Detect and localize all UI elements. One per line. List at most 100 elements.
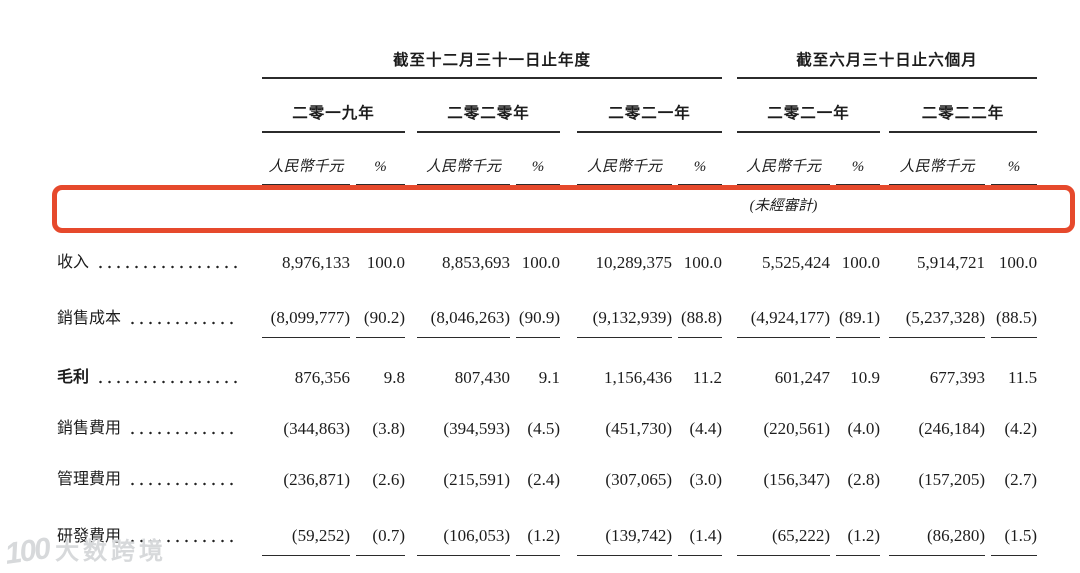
value-cell: (2.7) xyxy=(1004,470,1038,489)
value-cell: (4.4) xyxy=(689,419,723,438)
value-cell: 147,700 xyxy=(417,556,510,573)
table-row-rd-expenses: 研發費用 (59,252) (0.7) (106,053) (1.2) (139… xyxy=(57,499,1038,556)
value-cell: (3.8) xyxy=(372,419,405,438)
value-cell: 677,393 xyxy=(929,368,986,387)
value-cell: (236,871) xyxy=(283,470,350,489)
value-cell: 3.5 xyxy=(356,556,405,573)
value-cell: (156,347) xyxy=(763,470,831,489)
table-row-gross-profit: 毛利 876,356 9.8 807,430 9.1 1,156,436 11.… xyxy=(57,338,1037,398)
value-cell: (4,924,177) xyxy=(737,286,831,338)
value-cell: (106,053) xyxy=(417,499,510,556)
value-cell: (2.4) xyxy=(527,470,560,489)
value-cell: (65,222) xyxy=(737,499,831,556)
value-cell: 100.0 xyxy=(841,253,881,272)
value-cell: 807,430 xyxy=(454,368,510,387)
value-cell: 8,976,133 xyxy=(282,253,350,272)
value-cell: (59,252) xyxy=(262,499,350,556)
value-cell: (4.2) xyxy=(1004,419,1038,438)
value-cell: (0.7) xyxy=(356,499,405,556)
value-cell: 3.1 xyxy=(836,556,880,573)
value-cell: 11.2 xyxy=(692,368,723,387)
value-cell: 100.0 xyxy=(521,253,560,272)
year-header-2021-interim: 二零二一年 xyxy=(737,78,881,133)
value-cell: 5,525,424 xyxy=(762,253,831,272)
value-cell: 10.9 xyxy=(850,368,881,387)
unit-header: 人民幣千元 xyxy=(262,132,350,185)
unaudited-note: (未經審計) xyxy=(749,197,818,214)
value-cell: (8,046,263) xyxy=(417,286,510,338)
percent-header: % xyxy=(836,132,881,185)
percent-header: % xyxy=(678,132,723,185)
value-cell: (89.1) xyxy=(836,286,881,338)
income-statement-table: 截至十二月三十一日止年度 截至六月三十日止六個月 二零一九年 二零二零年 二零二… xyxy=(57,30,1038,573)
value-cell: (3.0) xyxy=(689,470,723,489)
dot-leader xyxy=(128,481,237,487)
unit-header: 人民幣千元 xyxy=(737,132,831,185)
value-cell: (139,742) xyxy=(577,499,672,556)
value-cell: 295,143 xyxy=(577,556,672,573)
unit-header: 人民幣千元 xyxy=(889,132,986,185)
value-cell: 100.0 xyxy=(683,253,723,272)
percent-header: % xyxy=(516,132,560,185)
interim-period-header: 截至六月三十日止六個月 xyxy=(737,30,1038,79)
value-cell: (2.8) xyxy=(847,470,881,489)
dot-leader xyxy=(96,379,237,385)
value-cell: (4.5) xyxy=(527,419,560,438)
value-cell: 1.7 xyxy=(516,556,560,573)
value-cell: (157,205) xyxy=(918,470,986,489)
value-cell: 1,156,436 xyxy=(604,368,672,387)
value-cell: (220,561) xyxy=(763,419,831,438)
value-cell: (86,280) xyxy=(889,499,986,556)
dot-leader xyxy=(128,430,237,436)
watermark-logo: 100 xyxy=(2,532,52,571)
value-cell: 8,853,693 xyxy=(442,253,510,272)
annual-period-header: 截至十二月三十一日止年度 xyxy=(262,30,723,79)
percent-header: % xyxy=(991,132,1038,185)
value-cell: (8,099,777) xyxy=(262,286,350,338)
value-cell: 173,264 xyxy=(737,556,830,573)
value-cell: (1.2) xyxy=(516,499,560,556)
value-cell: (1.5) xyxy=(991,499,1038,556)
value-cell: 2.9 xyxy=(678,556,722,573)
value-cell: (90.2) xyxy=(356,286,405,338)
value-cell: 3.8 xyxy=(991,556,1037,573)
table-row-selling-expenses: 銷售費用 (344,863) (3.8) (394,593) (4.5) (45… xyxy=(57,397,1037,448)
row-label: 銷售成本 xyxy=(57,309,122,327)
value-cell: (5,237,328) xyxy=(889,286,986,338)
row-label: 收入 xyxy=(57,254,90,271)
percent-header: % xyxy=(356,132,405,185)
value-cell: 601,247 xyxy=(774,368,831,387)
row-label: 研發費用 xyxy=(57,527,122,545)
value-cell: (1.4) xyxy=(678,499,723,556)
value-cell: 317,852 xyxy=(262,556,350,573)
value-cell: 100.0 xyxy=(366,253,405,272)
value-cell: (307,065) xyxy=(605,470,672,489)
value-cell: (2.6) xyxy=(372,470,405,489)
value-cell: 9.8 xyxy=(383,368,405,387)
watermark: 100 大数跨境 xyxy=(2,532,167,571)
value-cell: (4.0) xyxy=(847,419,881,438)
table-row-revenue: 收入 8,976,133 100.0 8,853,693 100.0 10,28… xyxy=(57,219,1037,286)
value-cell: 225,680 xyxy=(889,556,985,573)
value-cell: (451,730) xyxy=(605,419,672,438)
row-label: 毛利 xyxy=(57,369,90,386)
value-cell: (1.2) xyxy=(836,499,881,556)
year-header-2020: 二零二零年 xyxy=(417,78,560,133)
table-row-operating-profit: 營業利潤 317,852 3.5 147,700 1.7 295,143 2.9… xyxy=(57,556,1037,573)
row-label: 管理費用 xyxy=(57,471,122,488)
year-header-2022-interim: 二零二二年 xyxy=(889,78,1038,133)
value-cell: 5,914,721 xyxy=(917,253,986,272)
value-cell: 876,356 xyxy=(294,368,350,387)
value-cell: 100.0 xyxy=(998,253,1038,272)
value-cell: (9,132,939) xyxy=(577,286,672,338)
year-header-2021: 二零二一年 xyxy=(577,78,723,133)
value-cell: (246,184) xyxy=(918,419,986,438)
value-cell: (394,593) xyxy=(443,419,510,438)
unit-header: 人民幣千元 xyxy=(577,132,672,185)
value-cell: (344,863) xyxy=(283,419,350,438)
value-cell: 10,289,375 xyxy=(595,253,673,272)
table-row-cost-of-sales: 銷售成本 (8,099,777) (90.2) (8,046,263) (90.… xyxy=(57,286,1038,338)
value-cell: (88.8) xyxy=(678,286,723,338)
year-header-2019: 二零一九年 xyxy=(262,78,405,133)
